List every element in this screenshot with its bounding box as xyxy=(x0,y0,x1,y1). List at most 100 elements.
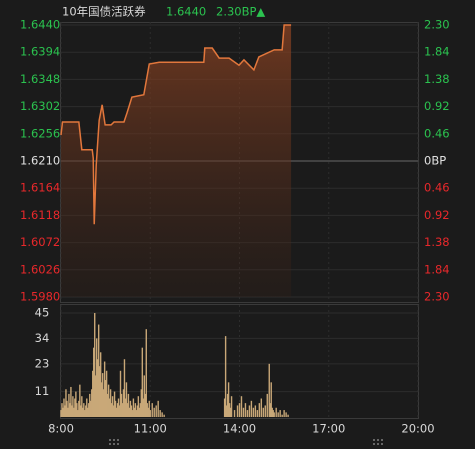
volume-bar xyxy=(62,407,64,417)
volume-bar xyxy=(103,361,106,417)
volume-bar xyxy=(225,405,228,417)
volume-bar xyxy=(106,393,109,417)
volume-bar xyxy=(89,393,91,417)
volume-bar xyxy=(68,393,70,417)
volume-bar xyxy=(268,363,270,417)
volume-bar xyxy=(236,405,239,417)
volume-bar xyxy=(129,400,132,417)
volume-bar xyxy=(72,396,74,417)
y2-tick-label: 2.30 xyxy=(424,18,450,32)
volume-bar xyxy=(81,396,83,417)
volume-bar xyxy=(67,407,69,417)
volume-bar xyxy=(130,405,133,417)
volume-bar xyxy=(97,324,100,417)
volume-bar xyxy=(163,414,165,417)
volume-bar xyxy=(145,329,147,417)
volume-bar xyxy=(227,382,230,417)
volume-bar xyxy=(77,410,79,417)
volume-bar xyxy=(102,389,105,417)
y-tick-label: 1.6210 xyxy=(20,154,60,168)
y-tick-label: 1.6256 xyxy=(20,126,60,140)
volume-bar xyxy=(252,407,255,417)
volume-bar xyxy=(224,336,227,417)
y-tick-label: 1.6118 xyxy=(20,208,60,222)
volume-bar xyxy=(64,405,66,417)
volume-bar xyxy=(143,375,145,417)
volume-bar xyxy=(141,347,144,417)
volume-bar xyxy=(151,403,153,417)
y-tick-label: 1.6394 xyxy=(20,45,60,59)
volume-bar xyxy=(123,359,126,417)
volume-bar xyxy=(233,410,236,417)
volume-bar xyxy=(109,389,112,417)
volume-bar xyxy=(66,400,68,417)
volume-bar xyxy=(104,380,107,417)
volume-bar xyxy=(71,405,73,417)
volume-bar xyxy=(74,398,76,417)
volume-bar xyxy=(112,405,115,417)
y-tick-label: 1.6164 xyxy=(20,181,60,195)
x-tick-label: 14:00 xyxy=(223,422,256,436)
volume-bar xyxy=(115,407,118,417)
volume-bar xyxy=(240,396,243,417)
volume-bar xyxy=(88,403,90,417)
volume-bar xyxy=(131,410,134,417)
volume-bar xyxy=(137,396,140,417)
y2-tick-label: 1.84 xyxy=(424,45,450,59)
volume-bar xyxy=(107,384,110,417)
price-line xyxy=(60,24,292,225)
y-tick-label: 34 xyxy=(35,331,50,345)
volume-bar xyxy=(83,403,85,417)
volume-bar xyxy=(134,403,137,417)
volume-bar xyxy=(242,407,245,417)
volume-bar xyxy=(138,407,141,417)
volume-bar xyxy=(279,410,281,417)
y-tick-label: 1.6440 xyxy=(20,18,60,32)
x-tick-label: 11:00 xyxy=(134,422,167,436)
volume-bar xyxy=(139,403,142,417)
volume-bar xyxy=(161,412,163,417)
volume-bar xyxy=(76,403,78,417)
volume-bar xyxy=(122,389,125,417)
volume-bar xyxy=(146,403,148,417)
volume-bar xyxy=(65,389,67,417)
volume-bar xyxy=(75,391,77,417)
volume-bar xyxy=(96,359,99,417)
volume-bar xyxy=(125,382,128,417)
volume-bar xyxy=(108,398,111,417)
y2-tick-label: 1.84 xyxy=(424,262,450,276)
volume-bar xyxy=(238,403,241,417)
volume-bar xyxy=(60,410,62,417)
volume-bar xyxy=(148,400,150,417)
volume-bar xyxy=(99,352,102,417)
volume-bar xyxy=(80,405,82,417)
volume-bar xyxy=(95,375,97,417)
volume-bar xyxy=(128,407,131,417)
y-tick-label: 1.5980 xyxy=(20,290,60,304)
volume-bar xyxy=(116,403,119,417)
volume-bar xyxy=(246,410,249,417)
y2-tick-label: 0.92 xyxy=(424,99,450,113)
volume-bar xyxy=(264,405,266,417)
volume-bar xyxy=(120,393,123,417)
volume-bar xyxy=(118,405,121,417)
y2-tick-label: 0.92 xyxy=(424,208,450,222)
y-tick-label: 45 xyxy=(35,306,50,320)
volume-bar xyxy=(124,398,127,417)
volume-bar xyxy=(157,400,159,417)
volume-bar xyxy=(287,414,289,417)
volume-bar xyxy=(266,393,268,417)
volume-bar xyxy=(132,398,135,417)
volume-bar xyxy=(269,403,271,417)
volume-bar xyxy=(275,407,277,417)
y-tick-label: 23 xyxy=(35,356,50,370)
volume-bar xyxy=(256,410,259,417)
x-tick-label: 8:00 xyxy=(48,422,74,436)
volume-bar xyxy=(250,400,253,417)
volume-bar xyxy=(82,407,84,417)
volume-bar xyxy=(229,407,232,417)
volume-bar xyxy=(283,410,285,417)
volume-bar xyxy=(271,407,273,417)
volume-bar xyxy=(228,403,231,417)
volume-bar xyxy=(281,414,283,417)
